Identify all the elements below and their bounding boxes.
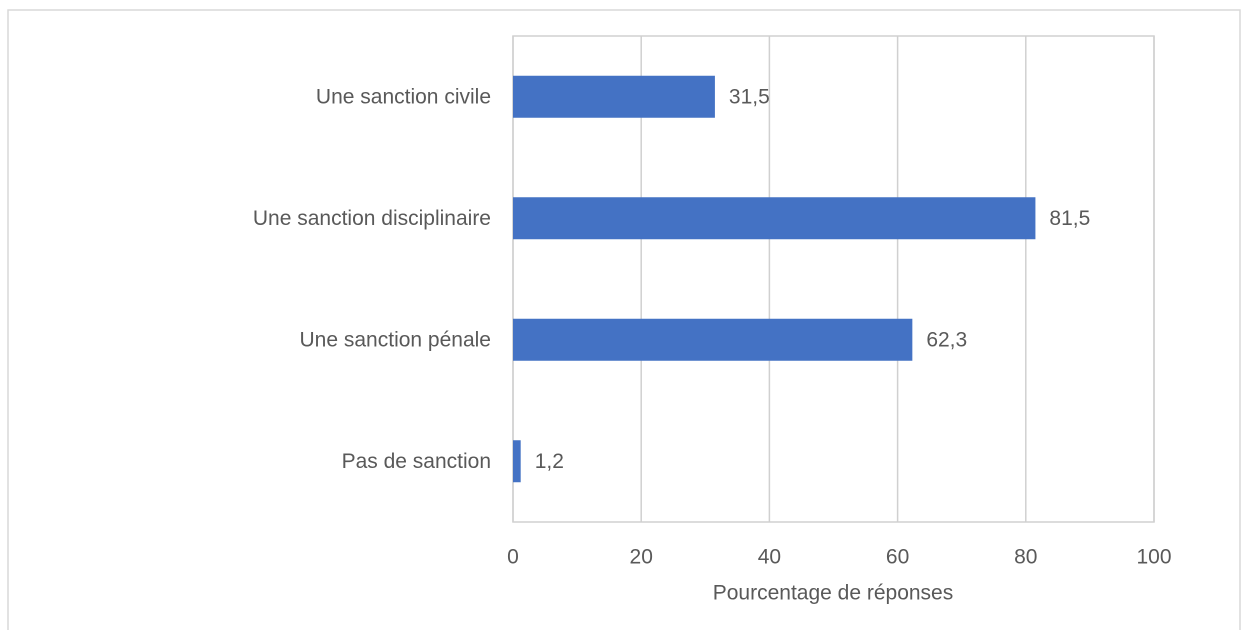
x-axis-title: Pourcentage de réponses: [713, 582, 954, 605]
x-tick-label: 100: [1136, 546, 1171, 569]
x-tick-label: 80: [1014, 546, 1037, 569]
y-tick-label: Une sanction disciplinaire: [253, 207, 491, 230]
value-label: 31,5: [729, 85, 770, 108]
y-tick-label: Une sanction pénale: [300, 328, 491, 351]
frame: [7, 9, 1241, 630]
y-tick-label: Une sanction civile: [316, 85, 491, 108]
x-tick-label: 40: [758, 546, 781, 569]
x-tick-label: 20: [630, 546, 653, 569]
bar: [513, 318, 913, 361]
value-label: 62,3: [926, 328, 967, 351]
bar: [513, 440, 521, 483]
value-label: 81,5: [1049, 207, 1090, 230]
bar: [513, 197, 1036, 240]
value-label: 1,2: [535, 450, 564, 473]
x-tick-label: 0: [507, 546, 519, 569]
y-tick-label: Pas de sanction: [342, 450, 491, 473]
bar: [513, 75, 715, 118]
x-tick-label: 60: [886, 546, 909, 569]
